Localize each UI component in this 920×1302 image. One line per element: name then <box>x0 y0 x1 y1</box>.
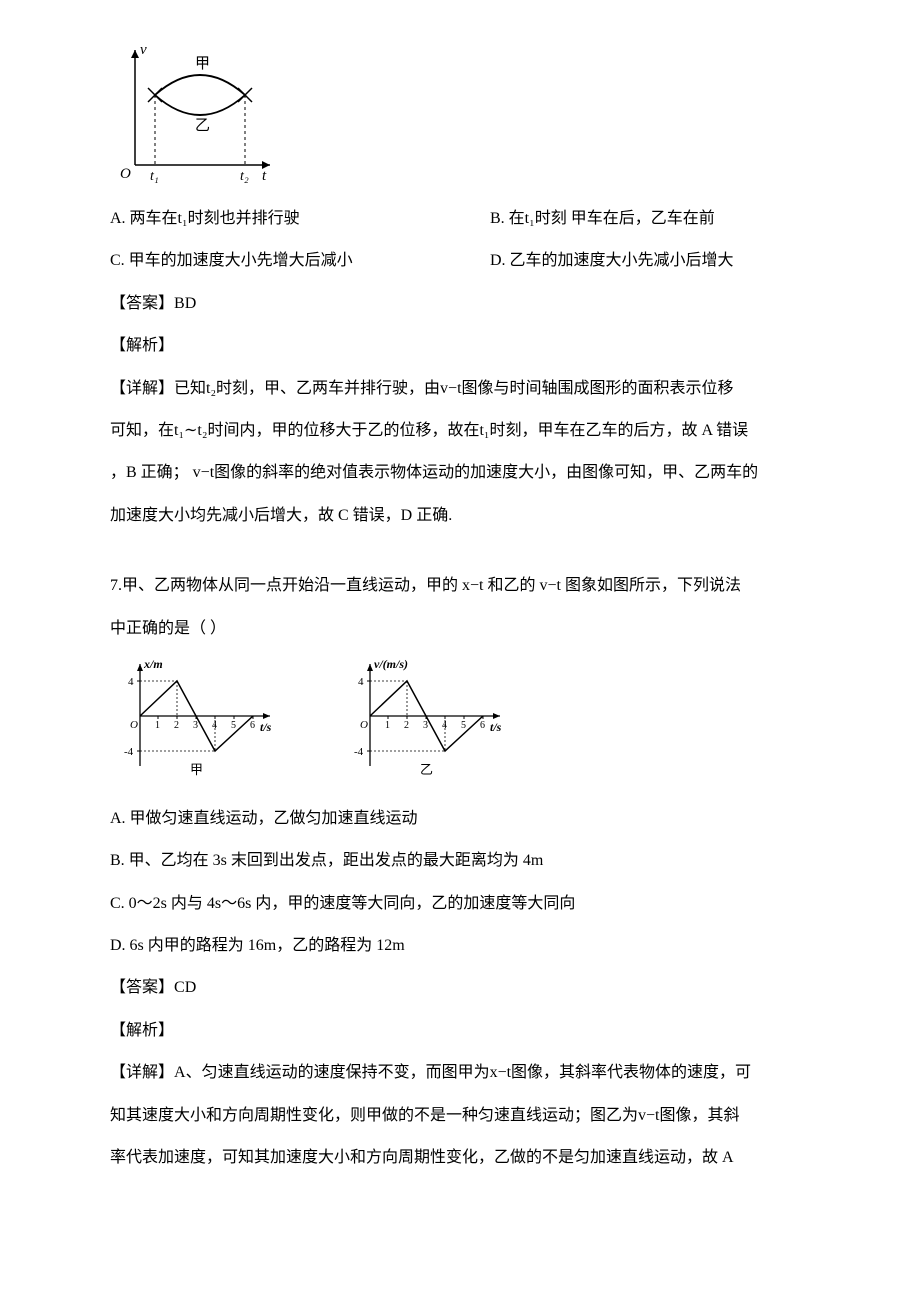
svg-text:O: O <box>130 719 138 731</box>
svg-text:6: 6 <box>250 720 255 731</box>
q7-option-c: C. 0～2s 内与 4s～6s 内，甲的速度等大同向，乙的加速度等大同向 <box>110 885 810 923</box>
q7-analysis-label: 【解析】 <box>110 1012 810 1050</box>
q6-option-b: B. 在t₁时刻 甲车在后，乙车在前 <box>430 200 810 238</box>
q7-right-ylabel: v/(m/s) <box>374 657 408 671</box>
svg-text:O: O <box>360 719 368 731</box>
q6-analysis-label: 【解析】 <box>110 327 810 365</box>
q7-option-d: D. 6s 内甲的路程为 16m，乙的路程为 12m <box>110 927 810 965</box>
svg-text:3: 3 <box>423 720 428 731</box>
q6-option-d: D. 乙车的加速度大小先减小后增大 <box>430 242 810 280</box>
q6-figure: v 甲 乙 O t₁ t₂ t <box>110 40 810 190</box>
q7-detail-1: 【详解】A、匀速直线运动的速度保持不变，而图甲为x−t图像，其斜率代表物体的速度… <box>110 1054 810 1092</box>
q6-detail-4: 加速度大小均先减小后增大，故 C 错误，D 正确. <box>110 497 810 535</box>
q7-detail-text-1: A、匀速直线运动的速度保持不变，而图甲为x−t图像，其斜率代表物体的速度，可 <box>174 1064 751 1081</box>
svg-text:4: 4 <box>128 676 134 688</box>
q7-left-graph: 4 -4 O 1 2 3 4 5 6 x/m t/s 甲 <box>110 656 280 786</box>
detail-label: 【详解】 <box>110 380 174 397</box>
answer-label: 【答案】 <box>110 979 174 996</box>
q7-detail-3: 率代表加速度，可知其加速度大小和方向周期性变化，乙做的不是匀加速直线运动，故 A <box>110 1139 810 1177</box>
q6-origin: O <box>120 166 131 182</box>
answer-label: 【答案】 <box>110 295 174 312</box>
q7-left-xlabel: t/s <box>260 720 272 734</box>
q7-left-ylabel: x/m <box>143 657 163 671</box>
svg-text:4: 4 <box>358 676 364 688</box>
q6-detail-2: 可知，在t₁∼t₂时间内，甲的位移大于乙的位移，故在t₁时刻，甲车在乙车的后方，… <box>110 412 810 450</box>
q6-detail-1: 【详解】已知t₂时刻，甲、乙两车并排行驶，由v−t图像与时间轴围成图形的面积表示… <box>110 370 810 408</box>
q6-curve-bot-label: 乙 <box>195 118 210 134</box>
q7-detail-2: 知其速度大小和方向周期性变化，则甲做的不是一种匀速直线运动；图乙为v−t图像，其… <box>110 1097 810 1135</box>
q7-answer: CD <box>174 979 196 996</box>
q7-left-caption: 甲 <box>190 762 203 777</box>
svg-text:1: 1 <box>385 720 390 731</box>
svg-text:3: 3 <box>193 720 198 731</box>
svg-text:-4: -4 <box>354 746 364 758</box>
svg-text:5: 5 <box>231 720 236 731</box>
q6-x-label: t <box>262 168 267 184</box>
q6-t2: t₂ <box>240 169 249 184</box>
q7-option-b: B. 甲、乙均在 3s 末回到出发点，距出发点的最大距离均为 4m <box>110 842 810 880</box>
svg-text:2: 2 <box>404 720 409 731</box>
q6-detail-3: ，B 正确； v−t图像的斜率的绝对值表示物体运动的加速度大小，由图像可知，甲、… <box>110 454 810 492</box>
svg-text:1: 1 <box>155 720 160 731</box>
q6-detail-text-1: 已知t₂时刻，甲、乙两车并排行驶，由v−t图像与时间轴围成图形的面积表示位移 <box>174 380 734 397</box>
svg-text:6: 6 <box>480 720 485 731</box>
q6-answer-line: 【答案】BD <box>110 285 810 323</box>
q7-figures: 4 -4 O 1 2 3 4 5 6 x/m t/s 甲 4 -4 <box>110 656 810 786</box>
q6-options-row-1: A. 两车在t₁时刻也并排行驶 B. 在t₁时刻 甲车在后，乙车在前 <box>110 200 810 238</box>
svg-text:4: 4 <box>212 720 217 731</box>
q6-answer: BD <box>174 295 196 312</box>
q7-right-caption: 乙 <box>420 762 433 777</box>
detail-label: 【详解】 <box>110 1064 174 1081</box>
q6-curve-top-label: 甲 <box>195 56 210 72</box>
q6-y-label: v <box>140 42 147 58</box>
q7-right-xlabel: t/s <box>490 720 502 734</box>
q7-stem-1: 7.甲、乙两物体从同一点开始沿一直线运动，甲的 x−t 和乙的 v−t 图象如图… <box>110 567 810 605</box>
q6-vt-graph: v 甲 乙 O t₁ t₂ t <box>110 40 280 190</box>
q7-option-a: A. 甲做匀速直线运动，乙做匀加速直线运动 <box>110 800 810 838</box>
q7-answer-line: 【答案】CD <box>110 969 810 1007</box>
svg-text:-4: -4 <box>124 746 134 758</box>
q6-t1: t₁ <box>150 169 159 184</box>
q7-stem-2: 中正确的是（ ） <box>110 610 810 648</box>
q7-right-graph: 4 -4 O 1 2 3 4 5 6 v/(m/s) t/s 乙 <box>340 656 510 786</box>
svg-text:5: 5 <box>461 720 466 731</box>
q6-option-a: A. 两车在t₁时刻也并排行驶 <box>110 200 430 238</box>
q6-option-c: C. 甲车的加速度大小先增大后减小 <box>110 242 430 280</box>
q6-options-row-2: C. 甲车的加速度大小先增大后减小 D. 乙车的加速度大小先减小后增大 <box>110 242 810 280</box>
svg-text:2: 2 <box>174 720 179 731</box>
svg-text:4: 4 <box>442 720 447 731</box>
